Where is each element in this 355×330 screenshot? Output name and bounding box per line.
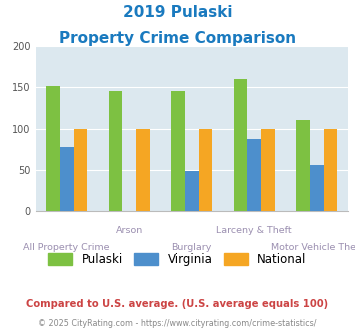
Bar [198, 129, 212, 211]
Text: Arson: Arson [116, 226, 143, 235]
Legend: Pulaski, Virginia, National: Pulaski, Virginia, National [45, 249, 310, 269]
Text: All Property Crime: All Property Crime [23, 243, 110, 251]
Bar [185, 171, 198, 211]
Text: Property Crime Comparison: Property Crime Comparison [59, 31, 296, 46]
Bar [109, 91, 122, 211]
Bar [73, 129, 87, 211]
Text: 2019 Pulaski: 2019 Pulaski [123, 5, 232, 20]
Bar [171, 91, 185, 211]
Bar [136, 129, 150, 211]
Bar [296, 120, 310, 211]
Bar [323, 129, 337, 211]
Bar [247, 139, 261, 211]
Bar [234, 79, 247, 211]
Text: © 2025 CityRating.com - https://www.cityrating.com/crime-statistics/: © 2025 CityRating.com - https://www.city… [38, 319, 317, 328]
Text: Burglary: Burglary [171, 243, 212, 251]
Text: Motor Vehicle Theft: Motor Vehicle Theft [271, 243, 355, 251]
Bar [310, 165, 323, 211]
Bar [46, 86, 60, 211]
Text: Larceny & Theft: Larceny & Theft [216, 226, 292, 235]
Text: Compared to U.S. average. (U.S. average equals 100): Compared to U.S. average. (U.S. average … [26, 299, 329, 309]
Bar [261, 129, 275, 211]
Bar [60, 147, 73, 211]
